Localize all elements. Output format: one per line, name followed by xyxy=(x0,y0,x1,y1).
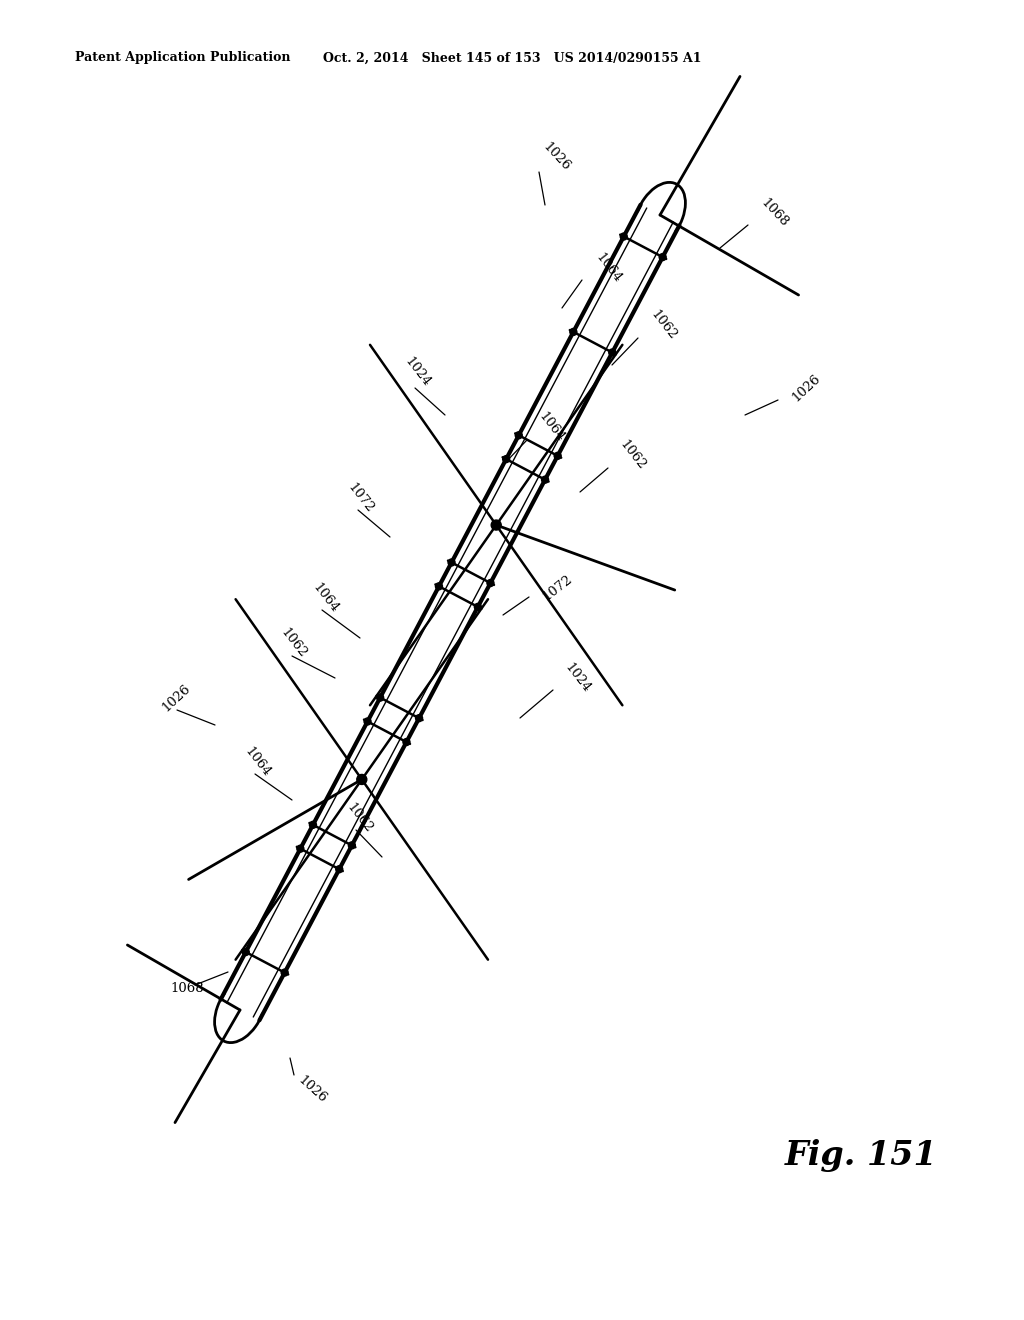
Text: 1062: 1062 xyxy=(617,438,648,473)
Circle shape xyxy=(608,348,615,356)
Text: 1064: 1064 xyxy=(593,251,624,285)
Circle shape xyxy=(336,866,343,873)
Text: 1024: 1024 xyxy=(402,355,433,389)
Circle shape xyxy=(474,603,481,610)
Circle shape xyxy=(515,432,522,438)
Circle shape xyxy=(449,558,455,566)
Text: 1068: 1068 xyxy=(170,982,204,994)
Text: 1062: 1062 xyxy=(344,801,375,836)
Text: 1072: 1072 xyxy=(540,573,574,603)
Text: 1062: 1062 xyxy=(278,626,309,660)
Text: Patent Application Publication: Patent Application Publication xyxy=(75,51,291,65)
Circle shape xyxy=(282,969,288,975)
Circle shape xyxy=(377,694,384,701)
Circle shape xyxy=(365,718,371,725)
Text: 1064: 1064 xyxy=(536,409,567,445)
Text: 1026: 1026 xyxy=(295,1074,329,1106)
Text: 1026: 1026 xyxy=(540,140,572,174)
Text: 1026: 1026 xyxy=(160,682,194,714)
Circle shape xyxy=(416,714,423,722)
Circle shape xyxy=(542,477,549,483)
Circle shape xyxy=(243,949,249,956)
Circle shape xyxy=(348,842,355,849)
Circle shape xyxy=(659,253,667,260)
Circle shape xyxy=(503,455,510,462)
Text: 1068: 1068 xyxy=(758,197,791,230)
Circle shape xyxy=(435,583,442,590)
Circle shape xyxy=(309,821,316,829)
Text: 1072: 1072 xyxy=(345,480,376,515)
Circle shape xyxy=(487,579,494,586)
Text: 1062: 1062 xyxy=(648,308,679,342)
Circle shape xyxy=(621,234,628,240)
Circle shape xyxy=(569,329,577,335)
Circle shape xyxy=(403,738,410,746)
Circle shape xyxy=(492,520,501,531)
Text: 1026: 1026 xyxy=(790,372,823,404)
Text: 1064: 1064 xyxy=(242,744,273,779)
Text: 1024: 1024 xyxy=(562,661,593,696)
Text: 1064: 1064 xyxy=(310,581,341,615)
Circle shape xyxy=(356,775,367,784)
Text: Fig. 151: Fig. 151 xyxy=(785,1138,938,1172)
Circle shape xyxy=(297,845,304,853)
Text: Oct. 2, 2014   Sheet 145 of 153   US 2014/0290155 A1: Oct. 2, 2014 Sheet 145 of 153 US 2014/02… xyxy=(323,51,701,65)
Circle shape xyxy=(554,453,561,459)
